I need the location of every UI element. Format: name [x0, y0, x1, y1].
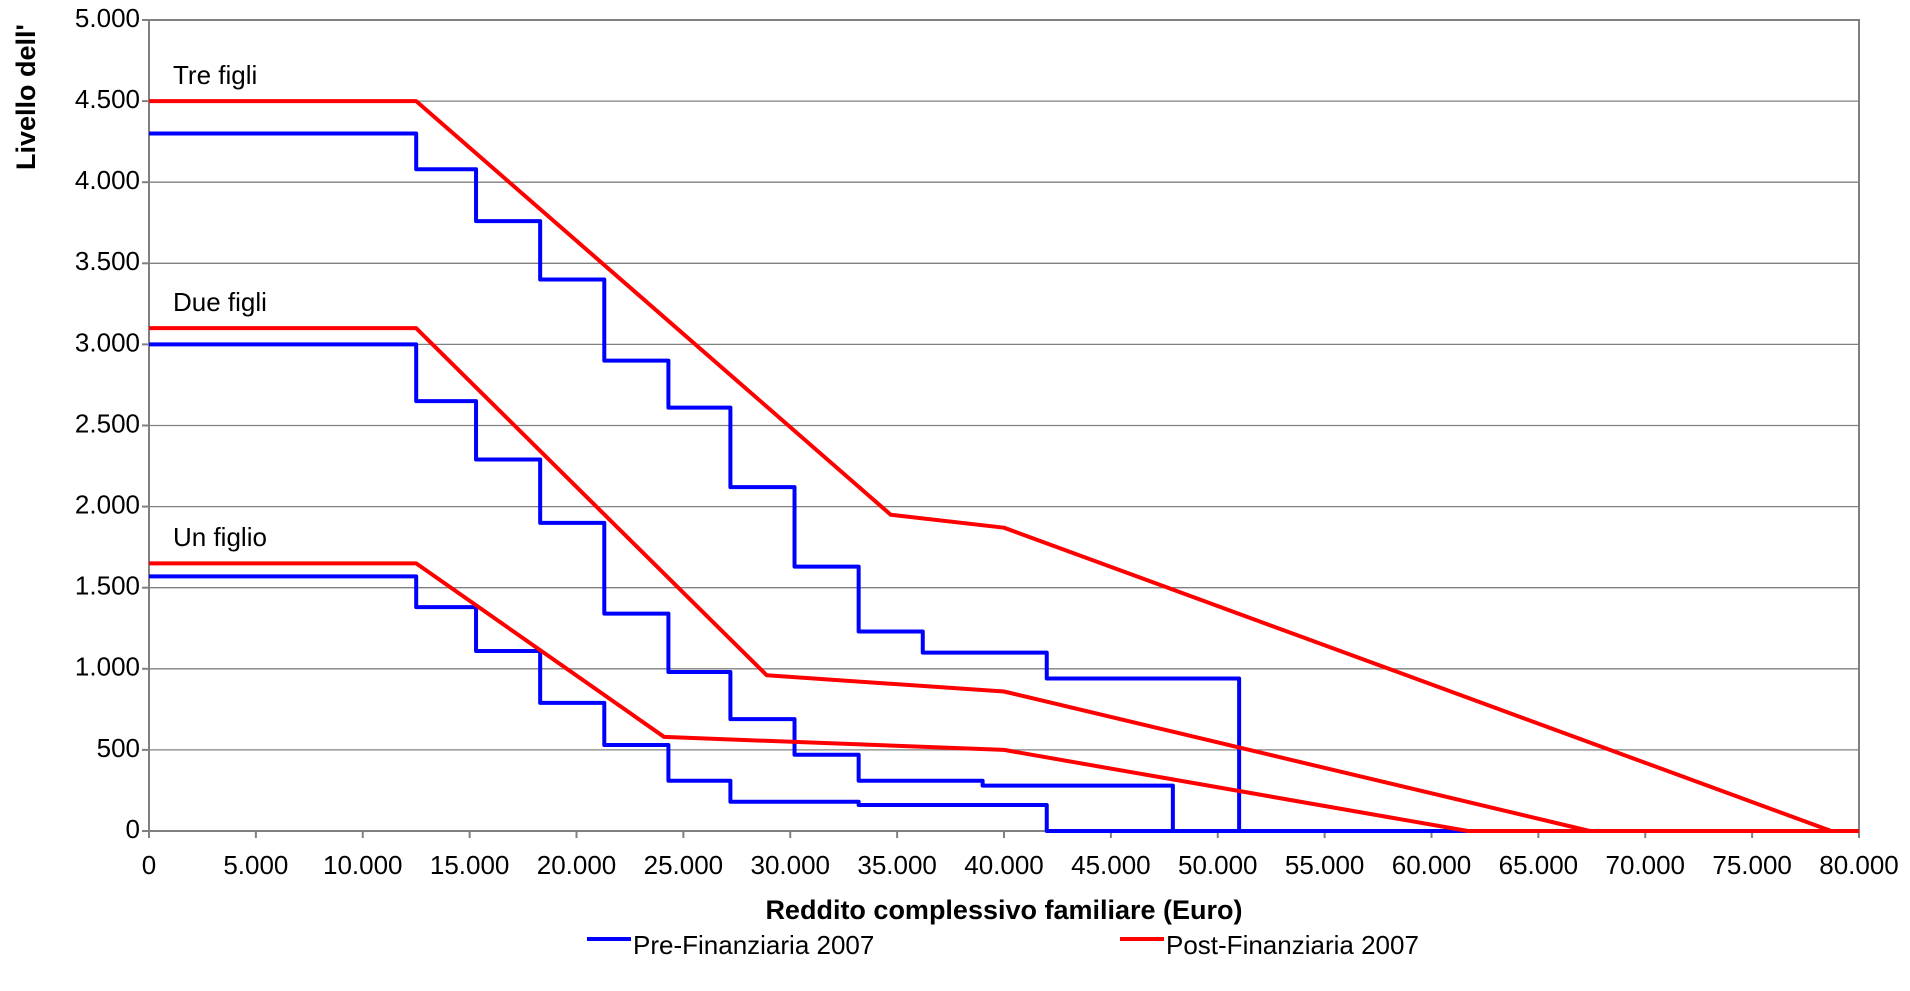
x-tick-label: 50.000 — [1178, 850, 1258, 880]
x-tick-label: 25.000 — [644, 850, 724, 880]
series-line — [149, 561, 1859, 833]
x-axis-title: Reddito complessivo familiare (Euro) — [765, 895, 1242, 925]
x-tick-label: 80.000 — [1819, 850, 1899, 880]
y-tick-label: 3.000 — [75, 327, 140, 357]
y-tick-label: 1.500 — [75, 571, 140, 601]
legend-label: Post-Finanziaria 2007 — [1166, 930, 1419, 960]
x-tick-label: 20.000 — [537, 850, 617, 880]
x-tick-label: 0 — [142, 850, 156, 880]
x-tick-label: 30.000 — [750, 850, 830, 880]
y-tick-label: 4.000 — [75, 165, 140, 195]
y-tick-label: 0 — [126, 814, 140, 844]
y-tick-label: 500 — [97, 733, 140, 763]
series-line — [149, 342, 1859, 833]
y-tick-label: 3.500 — [75, 246, 140, 276]
x-tick-label: 60.000 — [1392, 850, 1472, 880]
y-axis-title: Livello dell' — [11, 24, 41, 170]
y-tick-label: 1.000 — [75, 652, 140, 682]
x-tick-label: 65.000 — [1499, 850, 1579, 880]
x-tick-label: 35.000 — [857, 850, 937, 880]
y-tick-label: 5.000 — [75, 3, 140, 33]
annotation: Due figli — [173, 287, 267, 317]
y-tick-label: 2.000 — [75, 489, 140, 519]
x-tick-label: 55.000 — [1285, 850, 1365, 880]
legend-label: Pre-Finanziaria 2007 — [633, 930, 874, 960]
x-tick-label: 10.000 — [323, 850, 403, 880]
annotation: Un figlio — [173, 522, 267, 552]
x-tick-label: 70.000 — [1605, 850, 1685, 880]
x-tick-label: 5.000 — [223, 850, 288, 880]
y-tick-label: 2.500 — [75, 408, 140, 438]
annotation: Tre figli — [173, 60, 257, 90]
series-line — [149, 574, 1859, 833]
x-tick-label: 15.000 — [430, 850, 510, 880]
x-tick-label: 45.000 — [1071, 850, 1151, 880]
y-tick-label: 4.500 — [75, 84, 140, 114]
series-line — [149, 131, 1859, 833]
x-tick-label: 40.000 — [964, 850, 1044, 880]
x-tick-label: 75.000 — [1712, 850, 1792, 880]
